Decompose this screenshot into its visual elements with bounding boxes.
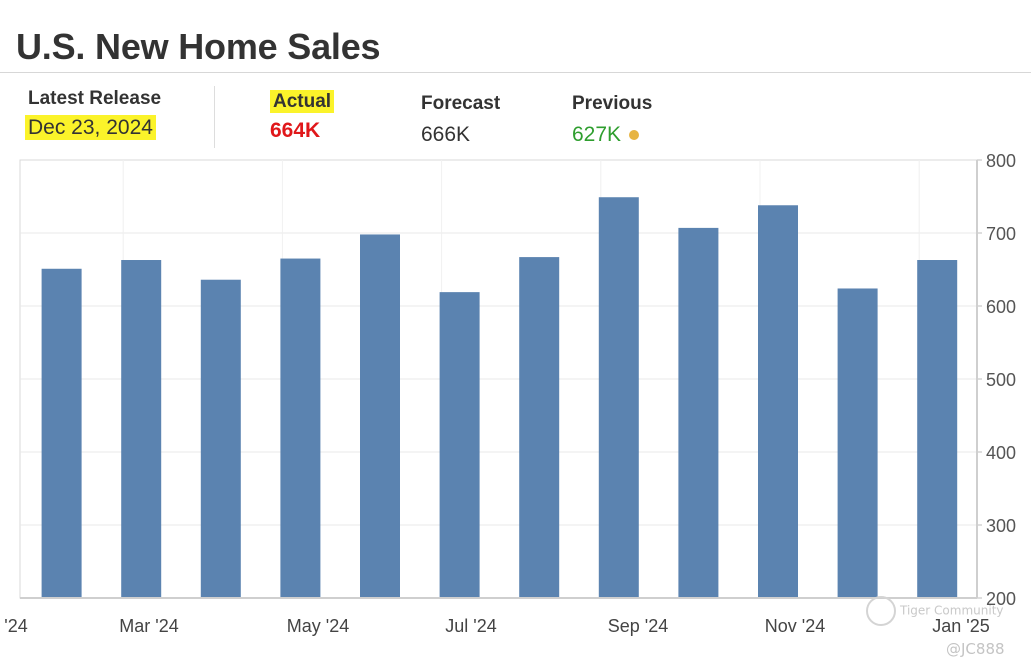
bar-aug-24: [519, 257, 560, 598]
bar-nov-24: [758, 205, 798, 598]
title-divider: [0, 72, 1031, 73]
y-tick-label: 700: [986, 224, 1016, 244]
y-tick-label: 200: [986, 589, 1016, 609]
tiger-logo-icon: [866, 596, 896, 626]
page-title: U.S. New Home Sales: [16, 26, 381, 67]
watermark-brand: Tiger Community: [900, 603, 1004, 618]
watermark: Tiger Community: [866, 596, 1004, 626]
y-tick-label: 800: [986, 151, 1016, 171]
y-tick-label: 600: [986, 297, 1016, 317]
watermark-handle: @JC888: [946, 640, 1005, 658]
x-tick-label: Mar '24: [119, 616, 178, 636]
bar-mar-24: [121, 260, 162, 598]
bar-apr-24: [200, 279, 241, 598]
x-tick-label: Jul '24: [445, 616, 496, 636]
previous-value: 627K: [572, 123, 622, 146]
bar-jun-24: [360, 234, 400, 598]
y-tick-label: 400: [986, 443, 1016, 463]
x-tick-label: '24: [4, 616, 27, 636]
y-tick-label: 300: [986, 516, 1016, 536]
stat-separator: [214, 86, 215, 148]
latest-release-date: Dec 23, 2024: [25, 115, 156, 140]
x-tick-label: Nov '24: [765, 616, 825, 636]
actual-label: Actual: [270, 90, 335, 113]
previous-label: Previous: [572, 93, 653, 114]
actual-value: 664K: [270, 119, 321, 142]
latest-release-stat: Latest Release Dec 23, 2024: [25, 88, 162, 140]
x-tick-label: May '24: [287, 616, 349, 636]
bar-feb-24: [41, 268, 82, 598]
bar-sep-24: [598, 197, 639, 599]
actual-stat: Actual 664K: [270, 90, 335, 143]
forecast-stat: Forecast 666K: [421, 93, 500, 147]
forecast-label: Forecast: [421, 93, 501, 114]
forecast-value: 666K: [421, 123, 471, 146]
bar-jul-24: [439, 292, 480, 598]
bar-oct-24: [678, 227, 719, 598]
previous-stat: Previous 627K: [572, 93, 652, 147]
bar-may-24: [280, 258, 321, 598]
x-tick-label: Jan '25: [932, 616, 989, 636]
x-tick-label: Sep '24: [608, 616, 669, 636]
bar-jan-25: [917, 260, 958, 598]
y-tick-label: 500: [986, 370, 1016, 390]
bar-dec-24: [837, 288, 878, 598]
new-home-sales-bar-chart: 200 300 400 500 600 700 800 '24 Mar '24 May '24 Ju…: [4, 151, 1016, 636]
latest-release-label: Latest Release: [28, 88, 162, 109]
revision-dot-icon: [629, 130, 640, 141]
